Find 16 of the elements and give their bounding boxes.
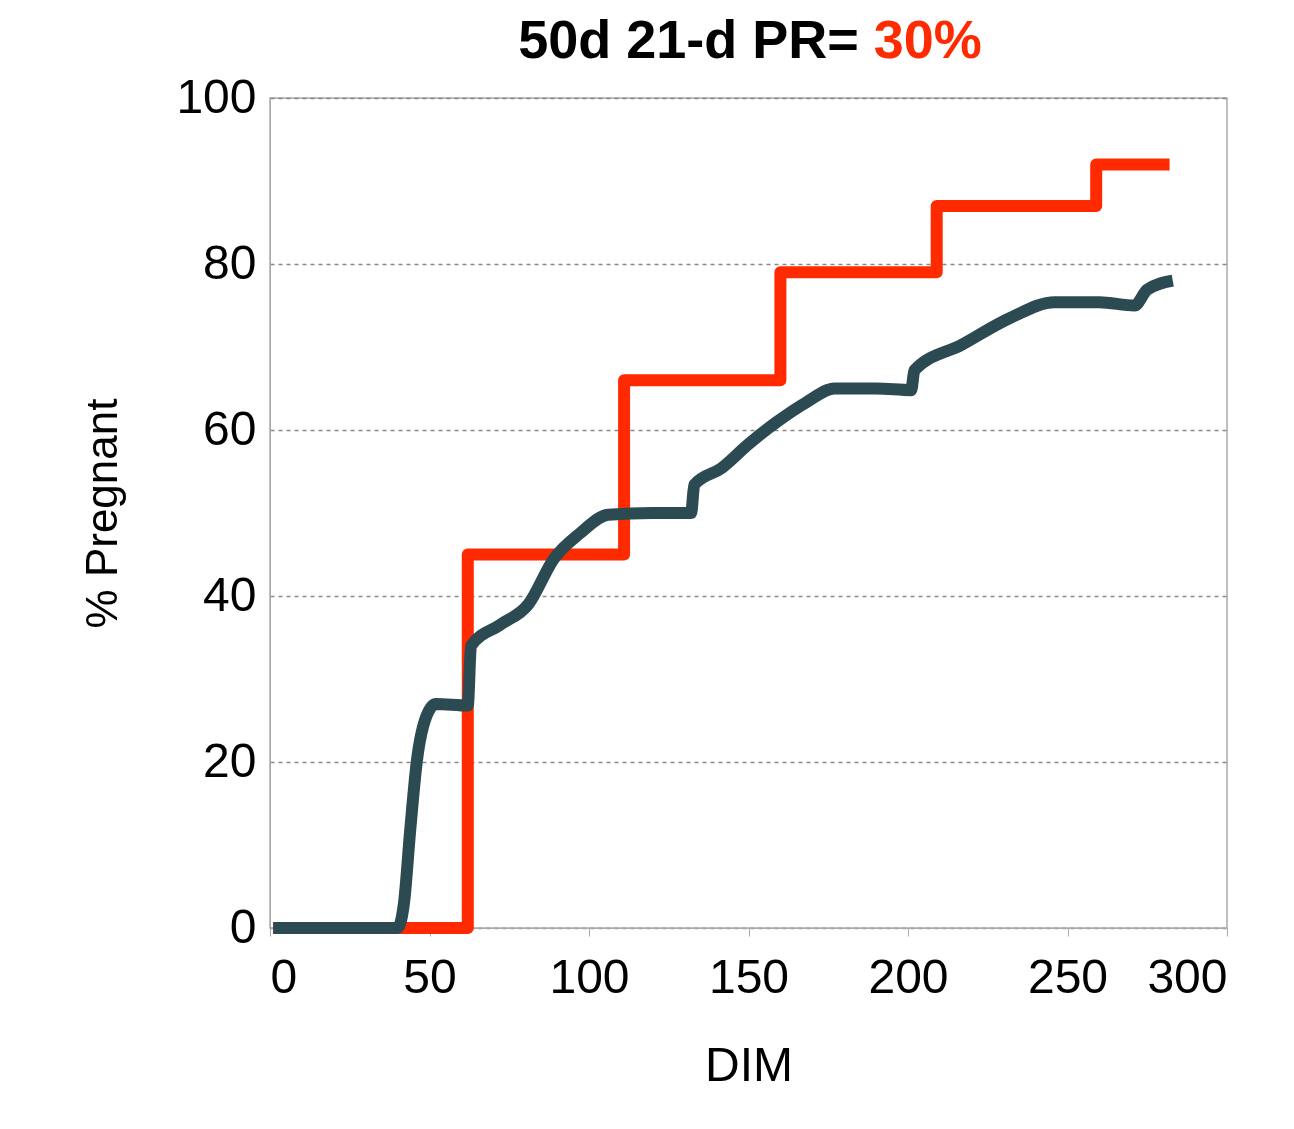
x-tick-label: 0 [270,949,298,1003]
y-tick-label: 0 [229,899,257,953]
y-tick-label: 40 [203,567,257,621]
x-tick-label: 100 [549,949,630,1003]
x-tick-label: 250 [1027,949,1109,1003]
y-tick-label: 60 [203,401,257,455]
y-axis-title: % Pregnant [77,398,127,629]
chart-title: 50d 21-d PR= 30% [517,8,983,70]
y-tick-label: 20 [203,733,257,787]
y-tick-label: 80 [203,235,257,289]
x-tick-label: 200 [868,949,949,1003]
x-tick-label: 50 [403,949,457,1003]
x-tick-label: 150 [708,949,790,1003]
x-axis-title: DIM [705,1037,793,1091]
x-tick-label: 300 [1147,949,1228,1003]
y-tick-label: 100 [176,69,257,123]
